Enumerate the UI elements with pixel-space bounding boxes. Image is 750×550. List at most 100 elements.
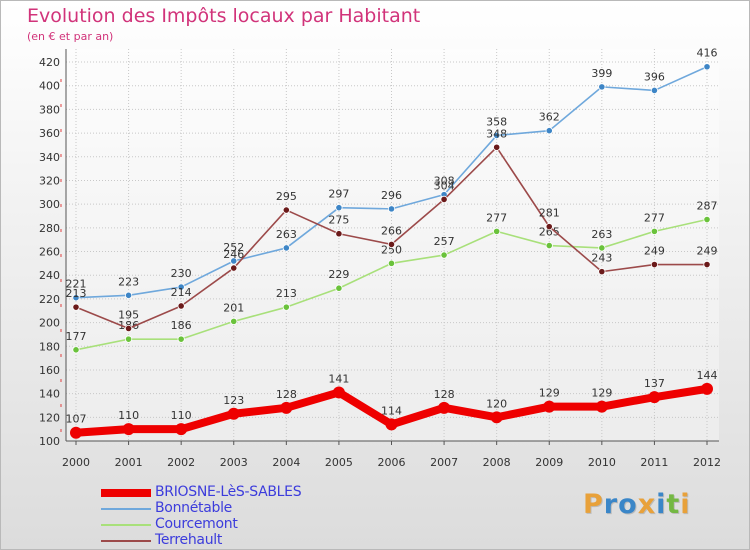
data-label: 246: [223, 248, 244, 261]
data-point: [703, 215, 711, 224]
legend-label-terrehault: Terrehault: [155, 532, 223, 548]
y-tick-label: 260: [39, 246, 60, 259]
legend-item-briosne[interactable]: BRIOSNE-LèS-SABLES: [101, 484, 361, 501]
data-point: [493, 227, 501, 235]
x-tick-label: 2010: [588, 456, 616, 469]
y-tick-label: 100: [39, 435, 60, 448]
data-point: [387, 205, 396, 213]
data-label: 123: [223, 394, 244, 407]
data-point: [282, 206, 290, 214]
data-point: [122, 423, 135, 436]
x-tick-label: 2011: [640, 456, 668, 469]
y-tick-label: 200: [39, 317, 60, 330]
legend-label-courcemont: Courcemont: [155, 516, 238, 532]
logo-letter: o: [618, 489, 638, 520]
data-label: 114: [381, 404, 402, 417]
logo-letter: P: [583, 489, 604, 520]
data-point: [648, 391, 661, 404]
data-point: [598, 83, 606, 91]
data-label: 201: [223, 301, 244, 314]
data-point: [598, 244, 606, 252]
legend-item-bonnetable[interactable]: Bonnétable: [101, 500, 361, 517]
data-point: [177, 283, 185, 291]
data-label: 213: [66, 287, 87, 300]
data-label: 137: [644, 377, 665, 390]
data-label: 416: [697, 47, 718, 60]
y-tick-label: 340: [39, 151, 60, 164]
x-tick-label: 2002: [167, 456, 195, 469]
y-tick-label: 140: [39, 388, 60, 401]
data-point: [230, 264, 238, 272]
data-label: 252: [223, 241, 244, 254]
data-label: 141: [328, 372, 349, 385]
legend-swatch-bonnetable: [101, 508, 151, 510]
data-point: [175, 423, 188, 436]
data-label: 110: [171, 409, 192, 422]
data-point: [177, 335, 185, 343]
proxiti-logo: Proxiti: [583, 489, 691, 520]
data-label: 362: [539, 111, 560, 124]
data-label: 107: [66, 413, 87, 426]
y-tick-label: 280: [39, 222, 60, 235]
x-tick-label: 2003: [220, 456, 248, 469]
y-tick-label: 300: [39, 198, 60, 211]
data-point: [595, 400, 608, 413]
data-point: [72, 294, 80, 302]
y-tick-label: 160: [39, 364, 60, 377]
legend-item-courcemont[interactable]: Courcemont: [101, 516, 361, 533]
y-tick-label: 120: [39, 411, 60, 424]
y-tick-label: 320: [39, 174, 60, 187]
data-point: [650, 260, 659, 269]
data-label: 277: [644, 211, 665, 224]
data-point: [440, 195, 448, 203]
data-point: [545, 223, 553, 231]
logo-letter: x: [637, 489, 657, 520]
x-tick-label: 2008: [483, 456, 511, 469]
data-point: [335, 284, 343, 292]
data-point: [650, 227, 659, 235]
data-point: [124, 291, 133, 299]
data-label: 295: [276, 190, 297, 203]
data-label: 129: [539, 387, 560, 400]
data-point: [227, 407, 240, 420]
data-label: 223: [118, 275, 139, 288]
data-point: [282, 303, 290, 311]
y-tick-label: 400: [39, 80, 60, 93]
legend-label-briosne: BRIOSNE-LèS-SABLES: [155, 484, 302, 500]
data-label: 287: [697, 200, 718, 213]
data-point: [124, 335, 133, 343]
logo-letter: i: [680, 489, 691, 520]
data-point: [490, 411, 503, 424]
data-point: [230, 317, 238, 325]
data-point: [332, 386, 345, 399]
legend-item-terrehault[interactable]: Terrehault: [101, 532, 361, 549]
data-label: 275: [328, 214, 349, 227]
x-tick-label: 2005: [325, 456, 353, 469]
data-label: 265: [539, 226, 560, 239]
legend: BRIOSNE-LèS-SABLES Bonnétable Courcemont…: [101, 484, 361, 549]
logo-letter: t: [666, 489, 681, 520]
data-label: 186: [171, 319, 192, 332]
chart-subtitle: (en € et par an): [27, 30, 114, 43]
data-point: [703, 260, 711, 269]
y-tick-label: 360: [39, 127, 60, 140]
data-label: 110: [118, 409, 139, 422]
data-label: 308: [434, 175, 455, 188]
x-tick-label: 2001: [115, 456, 143, 469]
data-point: [703, 63, 711, 71]
data-label: 229: [328, 268, 349, 281]
data-label: 257: [434, 235, 455, 248]
y-tick-label: 180: [39, 340, 60, 353]
data-label: 263: [591, 228, 612, 241]
data-point: [230, 257, 238, 265]
data-label: 396: [644, 70, 665, 83]
y-tick-label: 240: [39, 269, 60, 282]
data-point: [124, 324, 133, 333]
y-tick-label: 220: [39, 293, 60, 306]
data-label: 296: [381, 189, 402, 202]
data-label: 214: [171, 286, 192, 299]
data-label: 250: [381, 243, 402, 256]
data-point: [177, 302, 185, 310]
data-point: [70, 426, 82, 439]
